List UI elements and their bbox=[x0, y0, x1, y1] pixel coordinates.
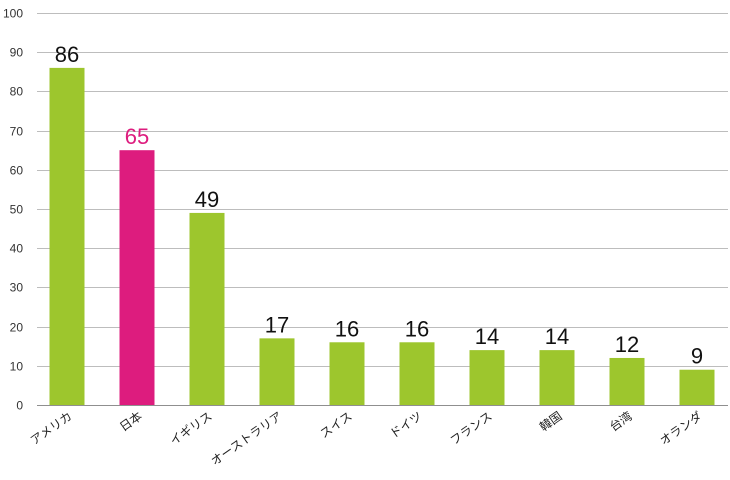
data-labels: 86 65 49 17 16 16 14 14 12 9 bbox=[55, 42, 703, 369]
category-label-4: スイス bbox=[317, 409, 354, 441]
y-tick-label: 70 bbox=[10, 125, 24, 139]
bar-3 bbox=[259, 338, 295, 405]
data-label-5: 16 bbox=[405, 316, 429, 341]
data-label-0: 86 bbox=[55, 42, 79, 67]
bar-0 bbox=[49, 67, 85, 405]
data-label-9: 9 bbox=[691, 344, 703, 369]
category-label-0: アメリカ bbox=[28, 409, 75, 448]
bar-4 bbox=[329, 342, 365, 405]
data-label-8: 12 bbox=[615, 332, 639, 357]
data-label-2: 49 bbox=[195, 187, 219, 212]
data-label-6: 14 bbox=[475, 324, 499, 349]
y-tick-label: 80 bbox=[10, 85, 24, 99]
y-tick-label: 30 bbox=[10, 281, 24, 295]
bar-7 bbox=[539, 350, 575, 405]
category-label-9: オランダ bbox=[657, 408, 705, 448]
category-label-1: 日本 bbox=[117, 409, 145, 434]
y-tick-label: 50 bbox=[10, 203, 24, 217]
y-tick-label: 40 bbox=[10, 242, 24, 256]
y-tick-label: 90 bbox=[10, 46, 24, 60]
bar-8 bbox=[609, 357, 645, 405]
y-axis-tick-labels: 0 10 20 30 40 50 60 70 80 90 100 bbox=[3, 7, 23, 413]
data-label-4: 16 bbox=[335, 316, 359, 341]
data-label-3: 17 bbox=[265, 312, 289, 337]
bar-2 bbox=[189, 212, 225, 405]
y-tick-label: 10 bbox=[10, 360, 24, 374]
y-tick-label: 20 bbox=[10, 321, 24, 335]
bar-5 bbox=[399, 342, 435, 405]
category-label-2: イギリス bbox=[167, 409, 214, 448]
category-label-3: オーストラリア bbox=[208, 409, 284, 468]
data-label-7: 14 bbox=[545, 324, 569, 349]
bars bbox=[49, 67, 715, 405]
category-label-6: フランス bbox=[448, 409, 495, 448]
data-label-1: 65 bbox=[125, 124, 149, 149]
y-tick-label: 100 bbox=[3, 7, 23, 21]
bar-9 bbox=[679, 369, 715, 405]
bar-6 bbox=[469, 350, 505, 405]
bar-1 bbox=[119, 150, 155, 405]
category-label-8: 台湾 bbox=[606, 408, 634, 434]
y-tick-label: 60 bbox=[10, 164, 24, 178]
category-label-5: ドイツ bbox=[387, 409, 425, 441]
category-label-7: 韓国 bbox=[537, 409, 565, 434]
y-tick-label: 0 bbox=[16, 399, 23, 413]
